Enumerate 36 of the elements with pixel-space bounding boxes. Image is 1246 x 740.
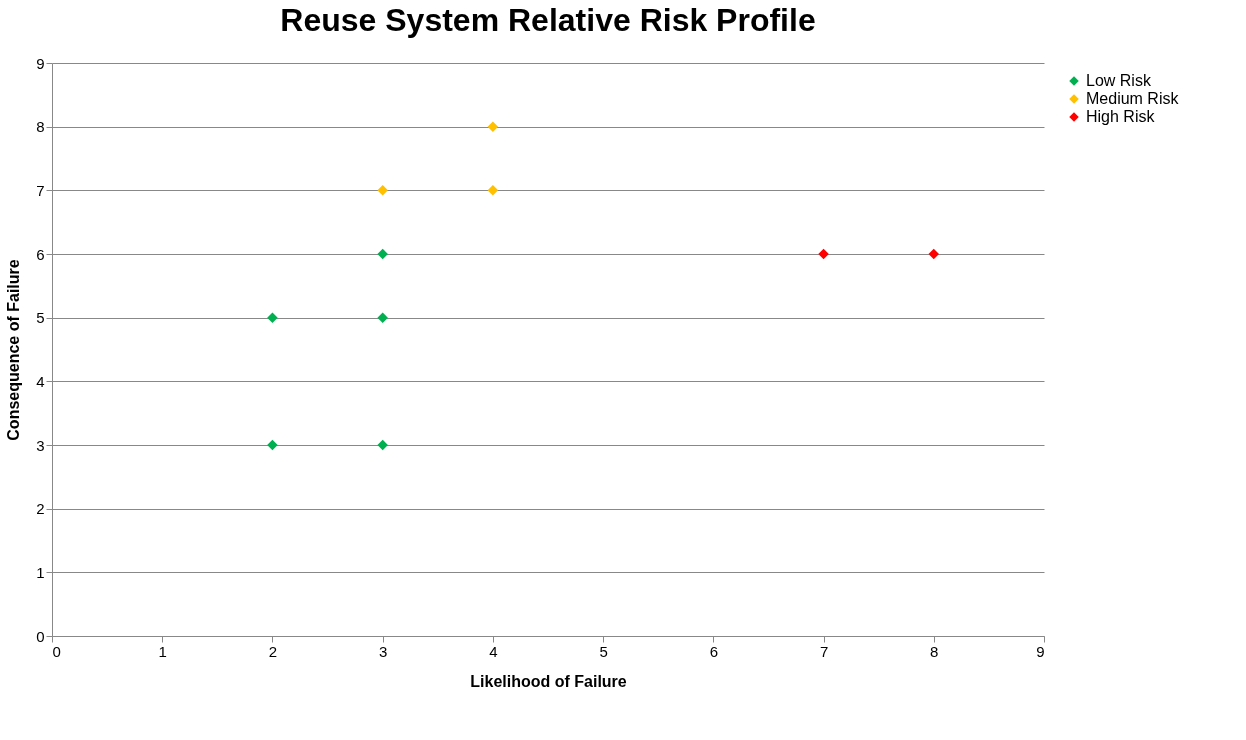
x-tick-label: 8 <box>930 642 939 660</box>
y-tick-label: 7 <box>36 181 45 199</box>
point <box>267 439 278 451</box>
y-tick-label: 0 <box>36 627 45 645</box>
y-tick-label: 9 <box>36 54 45 72</box>
point <box>377 439 388 451</box>
y-tick-label: 4 <box>36 372 45 390</box>
point <box>487 185 499 196</box>
y-tick-label: 8 <box>36 118 45 136</box>
x-tick-label: 0 <box>52 642 61 660</box>
x-tick-label: 2 <box>268 642 278 660</box>
y-axis-title: Consequence of Failure <box>5 259 23 441</box>
legend-label: Low Risk <box>1086 72 1152 89</box>
chart-title: Reuse System Relative Risk Profile <box>280 2 816 38</box>
y-tick-label: 2 <box>36 500 45 518</box>
point <box>928 248 940 260</box>
point <box>487 121 499 132</box>
x-tick-label: 9 <box>1036 642 1045 660</box>
x-tick-label: 3 <box>378 642 388 660</box>
y-tick-label: 5 <box>36 309 45 327</box>
x-tick-label: 6 <box>709 642 719 660</box>
point <box>818 248 829 260</box>
point <box>267 312 278 323</box>
point <box>377 248 388 260</box>
y-tick-label: 6 <box>36 245 45 263</box>
legend-label: Medium Risk <box>1086 90 1180 107</box>
x-axis-title: Likelihood of Failure <box>470 672 627 690</box>
y-tick-label: 1 <box>36 563 45 581</box>
point <box>377 312 388 323</box>
point <box>377 185 388 196</box>
x-tick-label: 7 <box>819 642 829 660</box>
y-tick-label: 3 <box>36 436 45 454</box>
x-tick-label: 5 <box>599 642 608 660</box>
x-tick-label: 1 <box>158 642 167 660</box>
legend-label: High Risk <box>1086 108 1156 125</box>
x-tick-label: 4 <box>489 642 498 660</box>
